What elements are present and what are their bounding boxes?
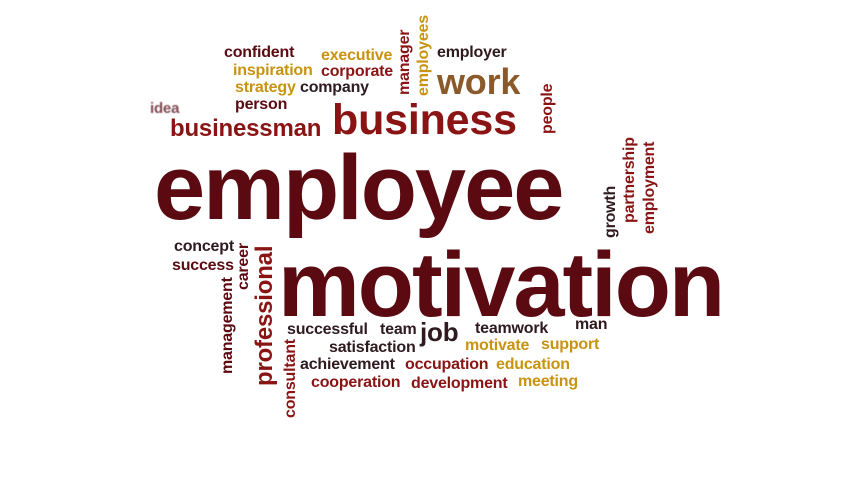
word-growth: growth [602,185,619,238]
word-career: career [235,243,252,290]
word-employee: employee [154,137,564,239]
word-work: work [437,61,521,102]
word-idea: idea [150,100,180,117]
word-partnership: partnership [621,137,638,223]
word-education: education [496,356,570,373]
word-cooperation: cooperation [311,374,401,391]
word-business: business [332,96,517,144]
word-professional: professional [251,245,278,386]
word-motivation: motivation [278,234,725,336]
word-success: success [172,257,234,274]
word-successful: successful [287,321,368,338]
word-employer: employer [437,44,507,61]
word-development: development [411,375,508,392]
word-corporate: corporate [321,63,393,80]
word-employees: employees [415,15,432,96]
word-consultant: consultant [282,339,299,418]
word-team: team [380,321,417,338]
word-executive: executive [321,47,393,64]
word-strategy: strategy [235,79,296,96]
word-inspiration: inspiration [233,62,313,79]
word-teamwork: teamwork [475,320,549,337]
word-people: people [539,83,556,134]
word-motivate: motivate [465,337,530,354]
word-businessman: businessman [170,115,322,142]
word-confident: confident [224,44,295,61]
word-management: management [219,277,236,374]
word-manager: manager [396,29,413,95]
word-company: company [300,79,369,96]
word-achievement: achievement [300,356,395,373]
word-person: person [235,96,288,113]
word-job: job [420,317,459,347]
word-employment: employment [641,141,658,234]
word-concept: concept [174,238,234,255]
word-satisfaction: satisfaction [329,339,416,356]
word-support: support [541,336,600,353]
word-meeting: meeting [518,373,578,390]
word-occupation: occupation [405,356,489,373]
word-man: man [575,316,608,333]
